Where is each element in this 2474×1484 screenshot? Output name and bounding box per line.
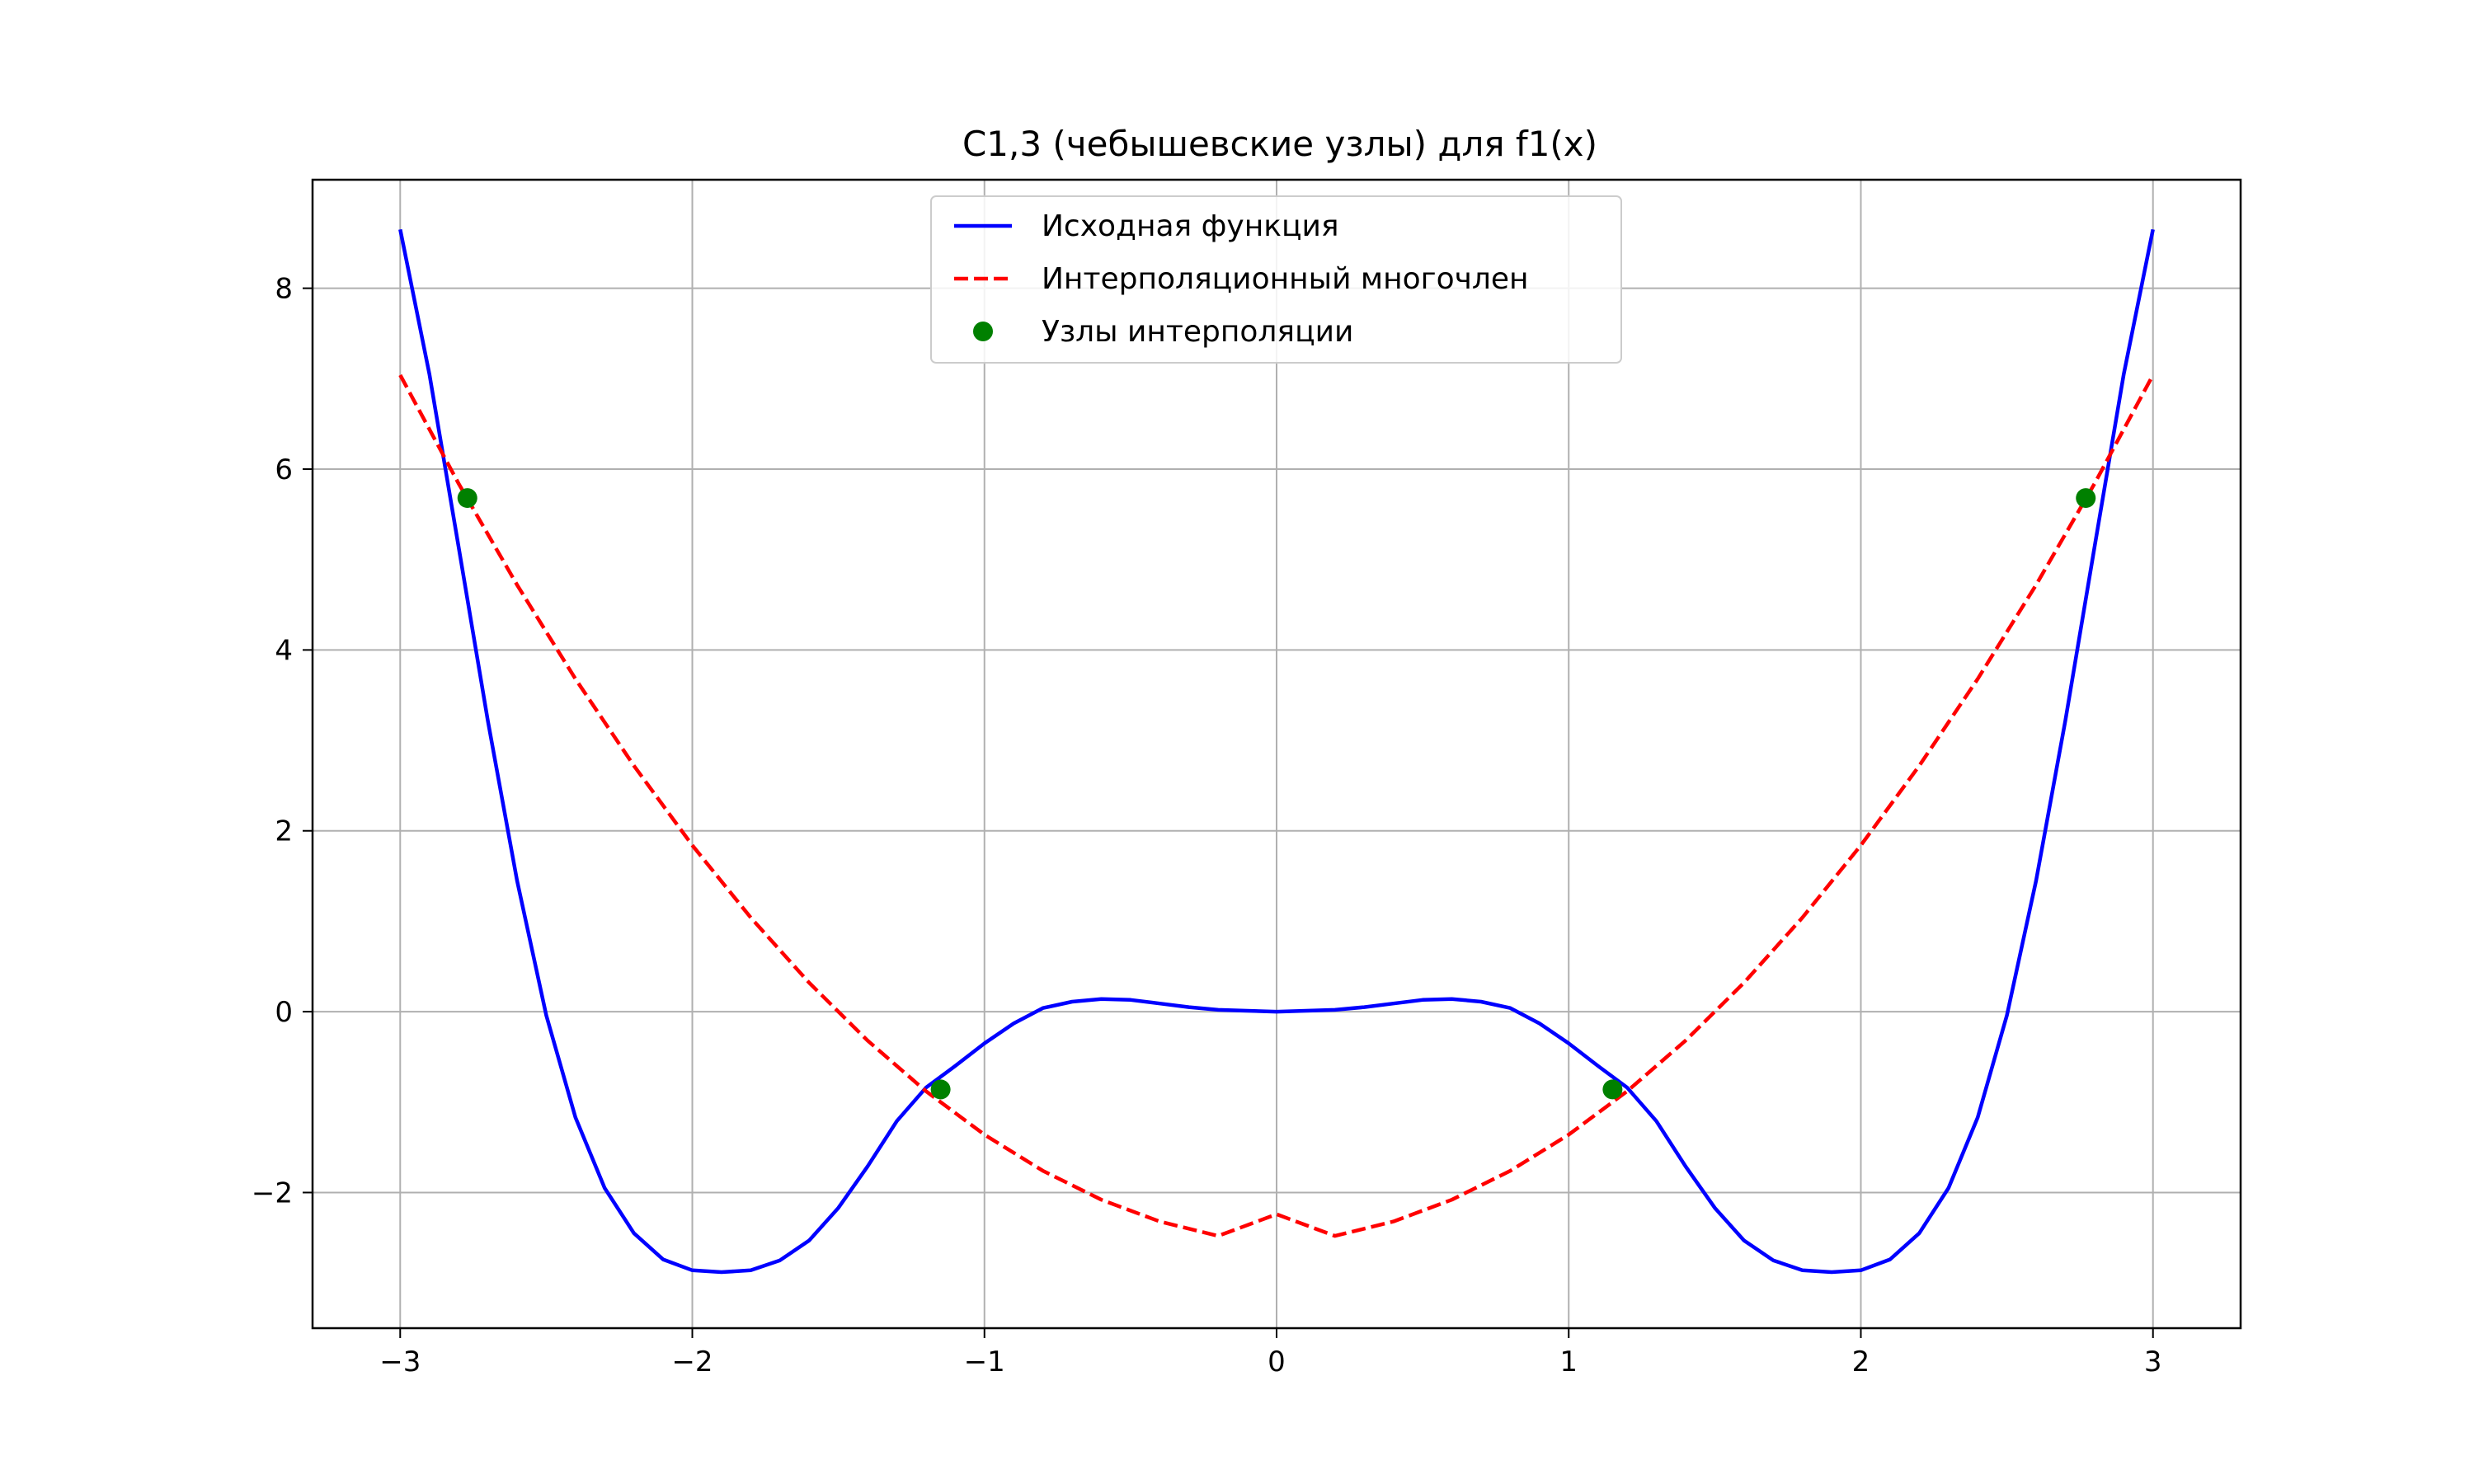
x-tick-label: −1: [964, 1345, 1005, 1378]
x-tick-label: −3: [379, 1345, 421, 1378]
interpolation-node-point: [930, 1079, 951, 1100]
y-tick-label: 6: [275, 453, 293, 486]
legend-label-2: Узлы интерполяции: [1042, 315, 1353, 349]
plot-area: [398, 228, 2155, 1275]
legend-label-0: Исходная функция: [1042, 209, 1339, 243]
y-tick-label: −2: [252, 1176, 293, 1209]
interpolation-node-point: [2076, 488, 2096, 509]
chart-title: C1,3 (чебышевские узлы) для f1(x): [962, 124, 1597, 164]
x-tick-label: 2: [1852, 1345, 1870, 1378]
series-line-0: [398, 228, 2155, 1275]
y-tick-label: 0: [275, 996, 293, 1029]
x-tick-label: 1: [1559, 1345, 1578, 1378]
legend-swatch-2: [973, 322, 993, 341]
interpolation-node-point: [1602, 1079, 1623, 1100]
series-line-1: [398, 373, 2155, 1238]
x-tick-label: 3: [2144, 1345, 2162, 1378]
y-tick-label: 4: [275, 634, 293, 667]
legend: Исходная функция Интерполяционный многочл…: [930, 195, 1622, 364]
x-tick-label: 0: [1268, 1345, 1286, 1378]
axes-frame: [311, 178, 2242, 1330]
y-tick-label: 8: [275, 273, 293, 306]
interpolation-node-point: [457, 488, 477, 509]
x-tick-label: −2: [671, 1345, 713, 1378]
legend-box: [930, 195, 1622, 364]
y-tick-label: 2: [275, 815, 293, 848]
legend-label-1: Интерполяционный многочлен: [1042, 262, 1529, 296]
axis-ticks: −3 −2 −1 0 1 2 3 −2 0 2 4 6 8: [252, 273, 2162, 1378]
